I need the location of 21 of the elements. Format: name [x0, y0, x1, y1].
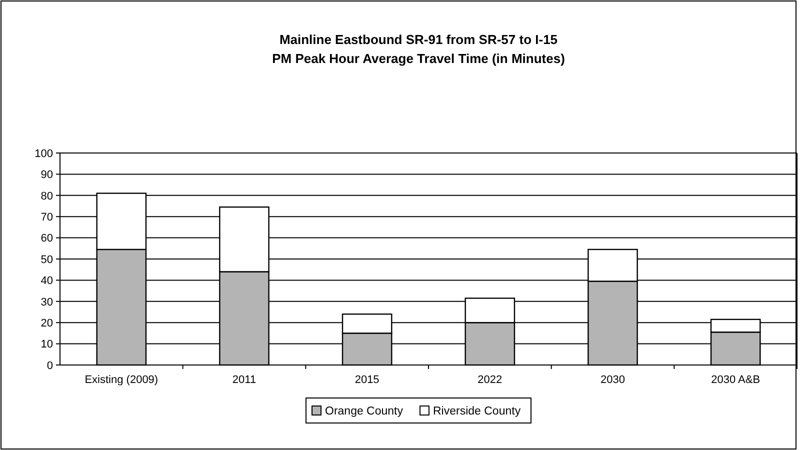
chart-title: Mainline Eastbound SR-91 from SR-57 to I-15 [279, 32, 558, 47]
chart-subtitle: PM Peak Hour Average Travel Time (in Minutes) [272, 51, 565, 66]
y-tick-label: 30 [40, 296, 53, 308]
legend-label: Orange County [325, 406, 404, 418]
x-tick-label: 2030 [600, 374, 625, 386]
y-tick-label: 60 [40, 232, 53, 245]
x-tick-label: 2011 [232, 374, 256, 386]
x-tick-label: 2015 [354, 374, 380, 386]
x-tick-label: 2030 A&B [711, 374, 760, 386]
y-tick-label: 90 [40, 169, 53, 182]
y-tick-label: 100 [34, 148, 53, 160]
y-tick-label: 70 [40, 211, 53, 224]
y-tick-label: 0 [46, 360, 53, 372]
y-tick-label: 20 [40, 317, 53, 330]
y-tick-label: 40 [40, 275, 53, 288]
x-tick-label: Existing (2009) [84, 374, 158, 386]
y-tick-label: 80 [40, 190, 53, 202]
y-tick-label: 50 [40, 254, 53, 266]
legend-label: Riverside County [433, 406, 521, 418]
y-tick-label: 10 [40, 338, 53, 351]
x-tick-label: 2022 [478, 374, 502, 386]
